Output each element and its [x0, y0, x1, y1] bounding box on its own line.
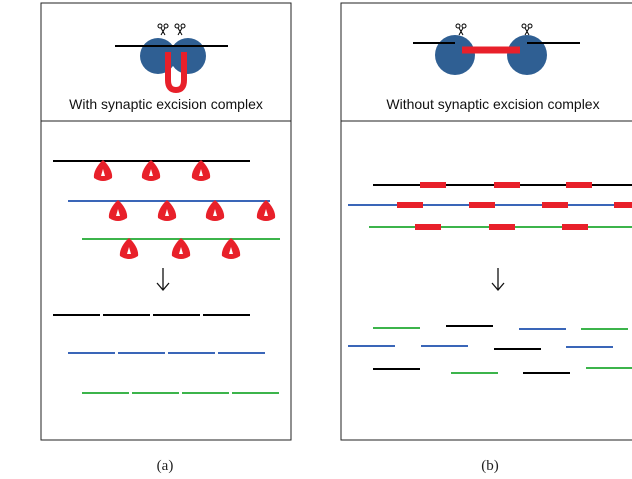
complex [127, 247, 131, 254]
caption-a: With synaptic excision complex [69, 96, 263, 112]
arrow [156, 268, 170, 291]
complex [179, 247, 183, 254]
protein [170, 38, 206, 74]
label-a: (a) [157, 458, 174, 474]
scissors [458, 27, 464, 36]
protein [507, 35, 547, 75]
complex [264, 209, 268, 216]
arrow [491, 268, 505, 291]
panel-b-bottom [340, 120, 632, 441]
panel-a-bottom [40, 120, 292, 441]
complex [199, 169, 203, 176]
scissors [461, 23, 467, 29]
complex [165, 209, 169, 216]
scissors [163, 23, 169, 29]
complex [116, 209, 120, 216]
complex [149, 169, 153, 176]
complex [101, 169, 105, 176]
protein [435, 35, 475, 75]
excised-loop [165, 52, 187, 94]
scissors [174, 23, 180, 29]
scissors [177, 27, 183, 36]
caption-b: Without synaptic excision complex [386, 96, 599, 112]
scissors [160, 27, 166, 36]
complex [229, 247, 233, 254]
scissors [157, 23, 163, 29]
scissors [524, 27, 530, 36]
complex [213, 209, 217, 216]
scissors [527, 23, 533, 29]
scissors [455, 23, 461, 29]
scissors [180, 23, 186, 29]
scissors [521, 23, 527, 29]
label-b: (b) [481, 458, 499, 474]
